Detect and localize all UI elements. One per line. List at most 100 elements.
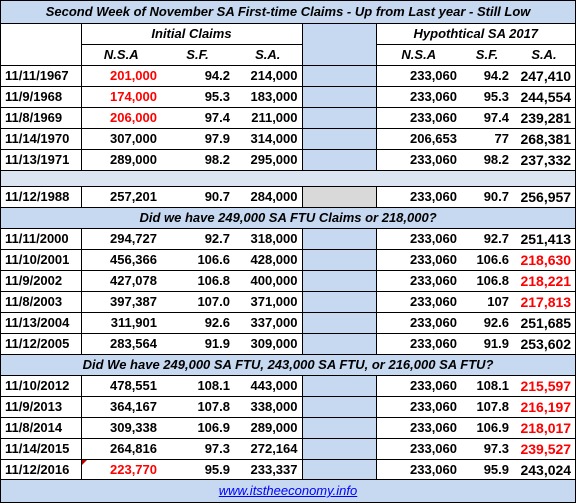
row-gap — [301, 291, 377, 313]
row-date: 11/11/2000 — [1, 228, 82, 250]
section-heading-2000s: Did we have 249,000 SA FTU Claims or 218… — [1, 206, 576, 229]
row-sf: 108.1 — [161, 375, 234, 397]
row-hyp-sa: 218,630 — [513, 249, 576, 271]
row-date: 11/10/2001 — [1, 249, 82, 271]
row-hyp-nsa: 233,060 — [376, 86, 461, 108]
row-sa: 318,000 — [234, 228, 302, 250]
row-date: 11/9/2013 — [1, 396, 82, 418]
row-gap — [301, 65, 377, 87]
table-row: 11/8/1969 206,000 97.4 211,000 233,060 97.4 23… — [1, 107, 576, 129]
row-nsa: 289,000 — [81, 149, 161, 171]
row-hyp-sf: 107.8 — [461, 396, 513, 418]
col-sa: S.A. — [255, 47, 281, 62]
row-hyp-nsa: 233,060 — [376, 228, 461, 250]
row-hyp-nsa: 233,060 — [376, 107, 461, 129]
row-gap — [301, 459, 377, 481]
row-sf: 92.7 — [161, 228, 234, 250]
table-row: 11/12/1988 257,201 90.7 284,000 233,060 90.7 2… — [1, 186, 575, 207]
row-nsa: 427,078 — [81, 270, 161, 292]
row-gap — [301, 86, 377, 108]
row-nsa: 201,000 — [81, 65, 161, 87]
row-sa: 314,000 — [234, 128, 302, 150]
spacer-row — [1, 169, 576, 187]
table-row: 11/9/1968 174,000 95.3 183,000 233,060 95.3 24… — [1, 86, 576, 108]
row-sa: 428,000 — [234, 249, 302, 271]
table-row: 11/10/2012 478,551 108.1 443,000 233,060 108.… — [1, 375, 576, 397]
row-hyp-nsa: 233,060 — [376, 65, 461, 87]
row-hyp-nsa: 233,060 — [376, 375, 461, 397]
row-hyp-sf: 107 — [461, 291, 513, 313]
row-sf: 97.3 — [161, 438, 234, 460]
row-hyp-sa: 218,017 — [513, 417, 576, 439]
row-hyp-sa: 256,957 — [520, 188, 572, 205]
row-hyp-nsa: 233,060 — [376, 291, 461, 313]
row-sa: 337,000 — [234, 312, 302, 334]
row-hyp-sa: 244,554 — [513, 86, 576, 108]
row-sf: 107.8 — [161, 396, 234, 418]
row-hyp-sf: 95.3 — [461, 86, 513, 108]
table-row: 11/10/2001 456,366 106.6 428,000 233,060 106.… — [1, 249, 576, 271]
row-sf: 107.0 — [161, 291, 234, 313]
row-sa: 183,000 — [234, 86, 302, 108]
row-hyp-sf: 94.2 — [461, 65, 513, 87]
table-row: 11/13/1971 289,000 98.2 295,000 233,060 98.2 2… — [1, 149, 576, 171]
row-hyp-nsa: 233,060 — [376, 459, 461, 481]
row-hyp-sf: 106.9 — [461, 417, 513, 439]
table-row: 11/9/2002 427,078 106.8 400,000 233,060 106.8… — [1, 270, 576, 292]
row-sf: 95.9 — [161, 459, 234, 481]
row-date: 11/9/2002 — [1, 270, 82, 292]
table-row: 11/11/1967 201,000 94.2 214,000 233,060 94.2 2… — [1, 65, 576, 87]
row-date: 11/14/2015 — [1, 438, 82, 460]
row-sf: 97.4 — [161, 107, 234, 129]
row-hyp-sf: 92.7 — [461, 228, 513, 250]
row-hyp-nsa: 233,060 — [376, 149, 461, 171]
row-nsa: 309,338 — [81, 417, 161, 439]
footer-link[interactable]: www.itstheeconomy.info — [218, 483, 358, 498]
row-hyp-sa: 247,410 — [513, 65, 576, 87]
row-hyp-sa: 251,685 — [513, 312, 576, 334]
row-hyp-nsa: 233,060 — [376, 333, 461, 355]
row-date: 11/8/2003 — [1, 291, 82, 313]
row-sf: 106.6 — [161, 249, 234, 271]
row-hyp-sa: 216,197 — [513, 396, 576, 418]
row-hyp-sa: 218,221 — [513, 270, 576, 292]
row-nsa: 478,551 — [81, 375, 161, 397]
col-sf: S.F. — [186, 47, 209, 62]
table-row: 11/14/2015 264,816 97.3 272,164 233,060 97.3 2… — [1, 438, 576, 460]
row-date: 11/8/1969 — [1, 107, 82, 129]
row-date: 11/12/2016 — [1, 459, 82, 481]
row-gap — [301, 149, 377, 171]
row-hyp-sa: 243,024 — [513, 459, 576, 481]
row-hyp-sf: 91.9 — [461, 333, 513, 355]
row-hyp-sf: 95.9 — [461, 459, 513, 481]
row-date: 11/8/2014 — [1, 417, 82, 439]
row-nsa: 294,727 — [81, 228, 161, 250]
row-sf: 90.7 — [204, 189, 230, 204]
table-row: 11/13/2004 311,901 92.6 337,000 233,060 92.6 2… — [1, 312, 576, 334]
row-date: 11/11/1967 — [1, 65, 82, 87]
row-hyp-sa: 268,381 — [513, 128, 576, 150]
table-row: 11/11/2000 294,727 92.7 318,000 233,060 92.7 2… — [1, 228, 576, 250]
row-hyp-sf: 90.7 — [483, 189, 509, 204]
row-sa: 400,000 — [234, 270, 302, 292]
row-date: 11/12/2005 — [1, 333, 82, 355]
table-title: Second Week of November SA First-time Cl… — [1, 1, 576, 24]
col-hyp-sf: S.F. — [475, 47, 499, 62]
table-row: 11/8/2003 397,387 107.0 371,000 233,060 107 21… — [1, 291, 576, 313]
row-sf: 94.2 — [161, 65, 234, 87]
row-hyp-nsa: 206,653 — [376, 128, 461, 150]
table-row: 11/9/2013 364,167 107.8 338,000 233,060 107.8… — [1, 396, 576, 418]
group-initial-claims: Initial Claims — [81, 23, 302, 45]
row-sf: 95.3 — [161, 86, 234, 108]
row-gap — [301, 312, 377, 334]
row-sa: 371,000 — [234, 291, 302, 313]
row-sa: 214,000 — [234, 65, 302, 87]
row-hyp-sa: 239,281 — [513, 107, 576, 129]
row-nsa: 397,387 — [81, 291, 161, 313]
row-hyp-nsa: 233,060 — [376, 417, 461, 439]
row-hyp-nsa: 233,060 — [376, 438, 461, 460]
row-hyp-nsa: 233,060 — [376, 270, 461, 292]
row-hyp-sf: 97.3 — [461, 438, 513, 460]
